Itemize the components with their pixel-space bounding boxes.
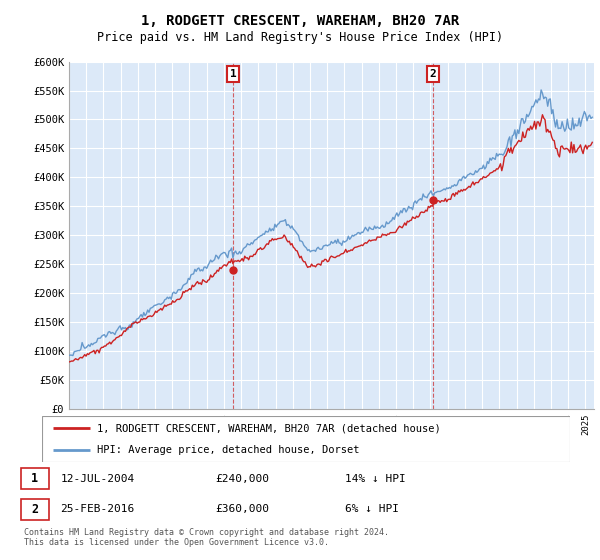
Text: 1, RODGETT CRESCENT, WAREHAM, BH20 7AR: 1, RODGETT CRESCENT, WAREHAM, BH20 7AR [141,14,459,28]
Text: 2: 2 [430,69,436,79]
FancyBboxPatch shape [21,468,49,489]
Text: 6% ↓ HPI: 6% ↓ HPI [345,505,399,515]
Text: HPI: Average price, detached house, Dorset: HPI: Average price, detached house, Dors… [97,445,360,455]
Text: 1: 1 [31,473,38,486]
Text: Contains HM Land Registry data © Crown copyright and database right 2024.
This d: Contains HM Land Registry data © Crown c… [24,528,389,547]
Text: £240,000: £240,000 [215,474,269,484]
Text: 14% ↓ HPI: 14% ↓ HPI [345,474,406,484]
Text: 1: 1 [230,69,236,79]
Text: 12-JUL-2004: 12-JUL-2004 [60,474,134,484]
Text: 25-FEB-2016: 25-FEB-2016 [60,505,134,515]
Text: 2: 2 [31,503,38,516]
Text: £360,000: £360,000 [215,505,269,515]
Text: Price paid vs. HM Land Registry's House Price Index (HPI): Price paid vs. HM Land Registry's House … [97,31,503,44]
FancyBboxPatch shape [21,499,49,520]
Text: 1, RODGETT CRESCENT, WAREHAM, BH20 7AR (detached house): 1, RODGETT CRESCENT, WAREHAM, BH20 7AR (… [97,423,441,433]
